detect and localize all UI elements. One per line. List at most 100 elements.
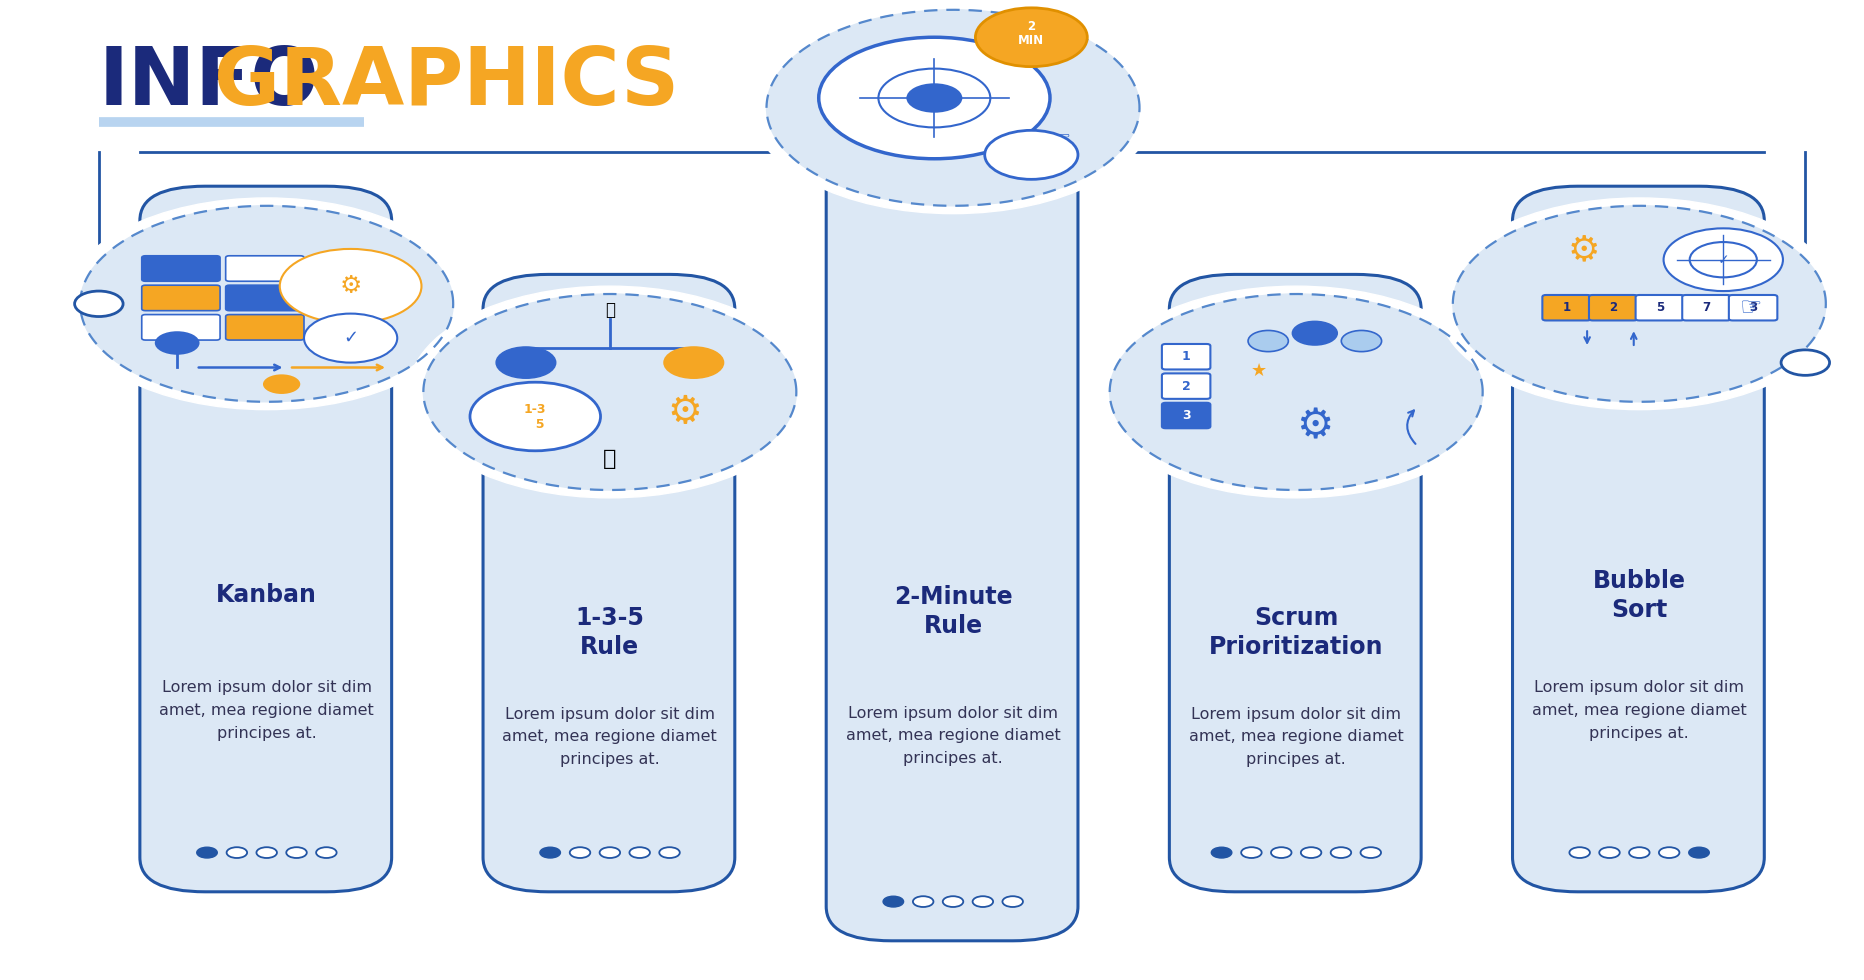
FancyBboxPatch shape xyxy=(1512,186,1763,892)
Text: ✓: ✓ xyxy=(343,329,358,347)
FancyBboxPatch shape xyxy=(1161,344,1210,369)
Circle shape xyxy=(315,847,336,858)
Text: 2-Minute
Rule: 2-Minute Rule xyxy=(893,585,1012,638)
Text: 🤲: 🤲 xyxy=(602,449,617,468)
Circle shape xyxy=(882,896,902,907)
Text: 2
MIN: 2 MIN xyxy=(1018,20,1044,47)
FancyBboxPatch shape xyxy=(142,285,220,311)
FancyBboxPatch shape xyxy=(1681,295,1730,320)
Circle shape xyxy=(570,847,591,858)
Text: ★: ★ xyxy=(1251,362,1266,379)
Circle shape xyxy=(1269,847,1290,858)
Circle shape xyxy=(227,847,246,858)
Circle shape xyxy=(1657,847,1678,858)
Text: 🔥: 🔥 xyxy=(604,301,615,318)
FancyBboxPatch shape xyxy=(1588,295,1637,320)
Text: 2: 2 xyxy=(1182,379,1189,393)
Circle shape xyxy=(541,847,561,858)
Circle shape xyxy=(1094,286,1497,498)
Text: Lorem ipsum dolor sit dim
amet, mea regione diamet
principes at.: Lorem ipsum dolor sit dim amet, mea regi… xyxy=(1530,680,1747,741)
Text: ☞: ☞ xyxy=(1038,125,1072,159)
Circle shape xyxy=(911,896,932,907)
Circle shape xyxy=(1689,847,1707,858)
Circle shape xyxy=(1247,330,1288,352)
Circle shape xyxy=(1359,847,1379,858)
Circle shape xyxy=(75,291,123,317)
Circle shape xyxy=(1599,847,1618,858)
Circle shape xyxy=(263,374,300,394)
FancyBboxPatch shape xyxy=(483,274,734,892)
Circle shape xyxy=(1569,847,1588,858)
Text: 5: 5 xyxy=(1655,301,1663,315)
Circle shape xyxy=(1780,350,1829,375)
Circle shape xyxy=(664,347,723,378)
FancyBboxPatch shape xyxy=(1161,403,1210,428)
Circle shape xyxy=(65,198,468,410)
Text: ⚙: ⚙ xyxy=(1295,406,1333,447)
Circle shape xyxy=(1452,206,1825,402)
Circle shape xyxy=(941,896,962,907)
Text: Lorem ipsum dolor sit dim
amet, mea regione diamet
principes at.: Lorem ipsum dolor sit dim amet, mea regi… xyxy=(844,706,1061,766)
Circle shape xyxy=(1001,896,1021,907)
FancyBboxPatch shape xyxy=(1169,274,1420,892)
Circle shape xyxy=(80,206,453,402)
FancyBboxPatch shape xyxy=(1542,295,1590,320)
FancyBboxPatch shape xyxy=(826,157,1077,941)
Circle shape xyxy=(1241,847,1260,858)
Circle shape xyxy=(255,847,276,858)
Text: 1-3
  5: 1-3 5 xyxy=(524,403,546,430)
Text: Bubble
Sort: Bubble Sort xyxy=(1592,568,1685,622)
Circle shape xyxy=(906,83,962,113)
Text: ⚙: ⚙ xyxy=(667,393,701,430)
Circle shape xyxy=(973,896,992,907)
Circle shape xyxy=(1301,847,1320,858)
Circle shape xyxy=(285,847,306,858)
Text: Scrum
Prioritization: Scrum Prioritization xyxy=(1208,606,1383,660)
Text: 1: 1 xyxy=(1182,350,1189,364)
Circle shape xyxy=(408,286,811,498)
Circle shape xyxy=(628,847,651,858)
FancyBboxPatch shape xyxy=(1728,295,1776,320)
Text: Lorem ipsum dolor sit dim
amet, mea regione diamet
principes at.: Lorem ipsum dolor sit dim amet, mea regi… xyxy=(158,680,375,741)
Circle shape xyxy=(280,249,421,323)
Text: ☞: ☞ xyxy=(1739,297,1761,320)
Circle shape xyxy=(598,847,621,858)
Text: ⚙: ⚙ xyxy=(1566,233,1599,267)
Text: 1-3-5
Rule: 1-3-5 Rule xyxy=(576,606,643,660)
Circle shape xyxy=(1109,294,1482,490)
Circle shape xyxy=(1437,198,1840,410)
Text: 3: 3 xyxy=(1748,301,1756,315)
Text: ⚙: ⚙ xyxy=(339,274,362,298)
Circle shape xyxy=(304,314,397,363)
Circle shape xyxy=(1292,321,1336,345)
FancyBboxPatch shape xyxy=(226,285,304,311)
FancyBboxPatch shape xyxy=(142,315,220,340)
FancyBboxPatch shape xyxy=(1161,373,1210,399)
Circle shape xyxy=(766,10,1139,206)
Circle shape xyxy=(975,8,1087,67)
Text: 3: 3 xyxy=(1182,409,1189,422)
FancyBboxPatch shape xyxy=(142,256,220,281)
Text: Kanban: Kanban xyxy=(216,583,317,608)
Circle shape xyxy=(1663,228,1782,291)
Circle shape xyxy=(155,331,199,355)
Circle shape xyxy=(1629,847,1648,858)
Circle shape xyxy=(470,382,600,451)
Circle shape xyxy=(660,847,680,858)
Circle shape xyxy=(1210,847,1230,858)
Text: INFO: INFO xyxy=(99,44,319,122)
FancyBboxPatch shape xyxy=(226,315,304,340)
Text: 7: 7 xyxy=(1702,301,1709,315)
Circle shape xyxy=(984,130,1077,179)
Circle shape xyxy=(1329,847,1350,858)
Text: Lorem ipsum dolor sit dim
amet, mea regione diamet
principes at.: Lorem ipsum dolor sit dim amet, mea regi… xyxy=(501,707,718,767)
Circle shape xyxy=(496,347,555,378)
Circle shape xyxy=(1689,242,1756,277)
Text: 2: 2 xyxy=(1609,301,1616,315)
Circle shape xyxy=(423,294,796,490)
Circle shape xyxy=(1340,330,1381,352)
Text: GRAPHICS: GRAPHICS xyxy=(214,44,678,122)
FancyBboxPatch shape xyxy=(140,186,391,892)
Text: Lorem ipsum dolor sit dim
amet, mea regione diamet
principes at.: Lorem ipsum dolor sit dim amet, mea regi… xyxy=(1187,707,1404,767)
FancyBboxPatch shape xyxy=(226,256,304,281)
